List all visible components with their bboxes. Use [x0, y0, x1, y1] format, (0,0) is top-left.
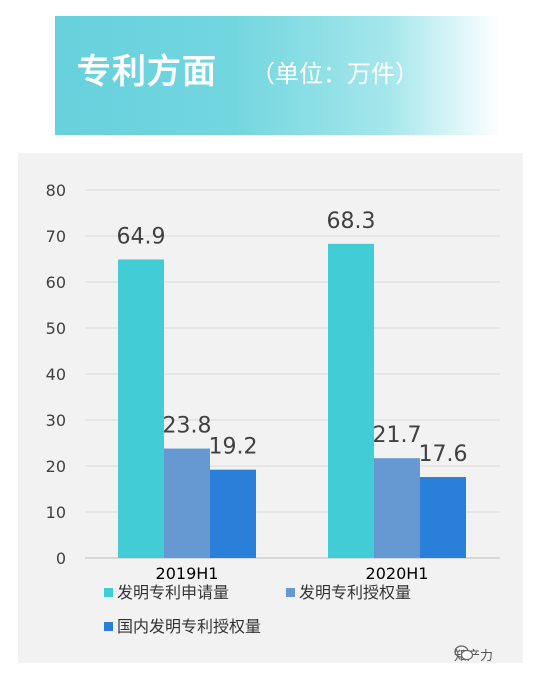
y-tick-label: 0 — [56, 549, 66, 568]
page-title: 专利方面 — [77, 52, 217, 92]
legend-swatch — [286, 588, 295, 597]
bar-2-2019H1 — [164, 448, 210, 558]
chart-panel — [18, 153, 523, 663]
data-label: 19.2 — [209, 435, 258, 460]
legend-label: 发明专利授权量 — [299, 583, 411, 602]
y-tick-label: 70 — [46, 227, 66, 246]
x-category-label: 2020H1 — [366, 564, 429, 583]
bar-3-2019H1 — [210, 469, 256, 558]
title-banner: 专利方面 （单位：万件） — [55, 16, 501, 135]
legend-label: 发明专利申请量 — [117, 583, 229, 602]
y-tick-label: 10 — [46, 503, 66, 522]
watermark: 知产力 — [454, 645, 493, 664]
unit-subtitle: （单位：万件） — [251, 60, 419, 88]
bar-3-2020H1 — [420, 477, 466, 558]
data-label: 64.9 — [117, 224, 166, 249]
y-tick-label: 50 — [46, 319, 66, 338]
bar-2-2020H1 — [374, 458, 420, 558]
data-label: 21.7 — [373, 423, 422, 448]
legend-swatch — [104, 622, 113, 631]
legend-swatch — [104, 588, 113, 597]
y-tick-label: 30 — [46, 411, 66, 430]
bar-1-2020H1 — [328, 243, 374, 558]
data-label: 23.8 — [163, 414, 212, 439]
y-tick-label: 20 — [46, 457, 66, 476]
wechat-icon — [454, 645, 474, 661]
y-tick-label: 80 — [46, 181, 66, 200]
y-tick-label: 40 — [46, 365, 66, 384]
legend-label: 国内发明专利授权量 — [117, 617, 261, 636]
bar-1-2019H1 — [118, 259, 164, 558]
data-label: 68.3 — [327, 209, 376, 234]
y-tick-label: 60 — [46, 273, 66, 292]
x-category-label: 2019H1 — [156, 564, 219, 583]
data-label: 17.6 — [419, 442, 468, 467]
